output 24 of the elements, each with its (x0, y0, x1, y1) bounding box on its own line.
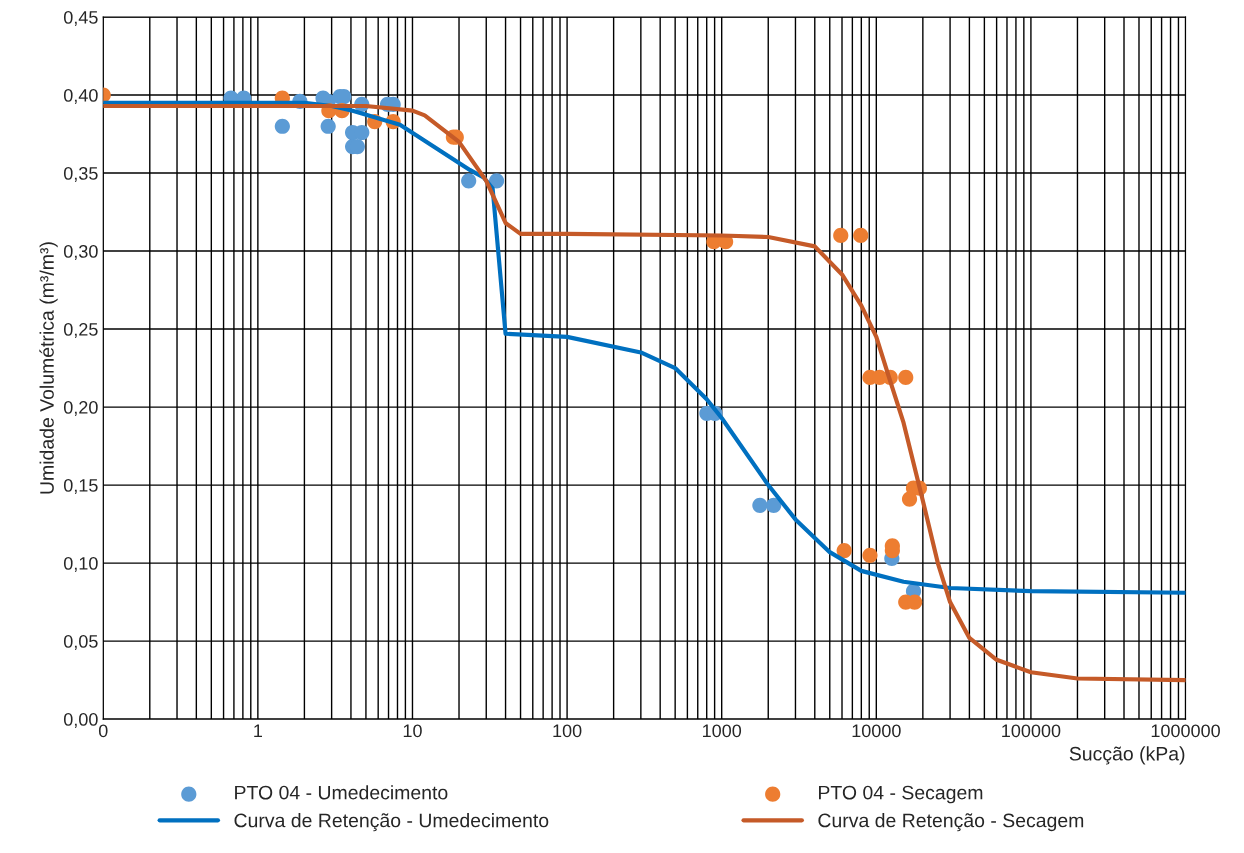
x-axis-title: Sucção (kPa) (1069, 746, 1185, 765)
y-tick-label: 0,30 (63, 245, 98, 260)
x-tick-label: 100000 (1002, 724, 1061, 738)
y-tick-label: 0,35 (63, 167, 98, 182)
x-tick-label: 0 (98, 724, 108, 738)
legend-label: PTO 04 - Secagem (819, 785, 983, 804)
x-tick-label: 10 (403, 724, 422, 738)
legend-label: Curva de Retenção - Secagem (818, 813, 1084, 832)
y-axis-title: Umidade Volumétrica (m³/m³) (39, 242, 58, 494)
y-tick-label: 0,25 (63, 323, 98, 338)
y-tick-label: 0,15 (63, 479, 98, 494)
x-tick-label: 1 (254, 724, 262, 738)
x-tick-label: 1000000 (1151, 724, 1220, 738)
y-tick-label: 0,45 (63, 10, 98, 26)
y-tick-label: 0,20 (63, 401, 98, 416)
legend-label: PTO 04 - Umedecimento (235, 785, 448, 800)
y-tick-label: 0,05 (63, 635, 98, 650)
x-tick-label: 1000 (702, 724, 742, 738)
legend-label: Curva de Retenção - Umedecimento (234, 813, 549, 832)
y-tick-label: 0,10 (63, 557, 98, 572)
x-tick-label: 100 (553, 724, 582, 738)
y-tick-label: 0,00 (63, 713, 98, 728)
x-tick-label: 10000 (852, 724, 901, 738)
y-tick-label: 0,40 (63, 89, 98, 104)
